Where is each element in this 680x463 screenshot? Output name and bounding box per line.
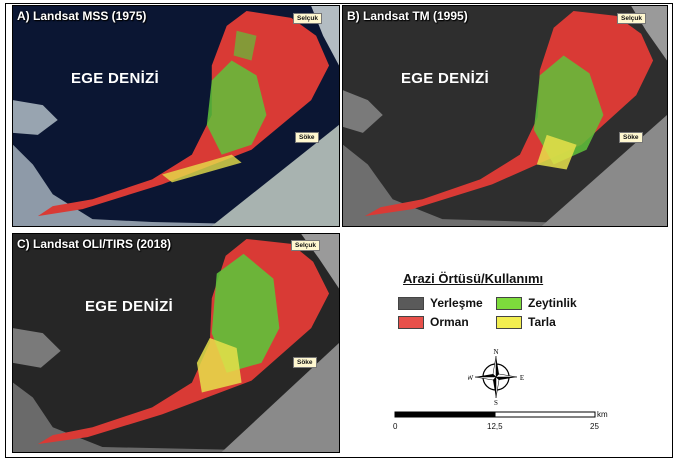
scale-unit: km — [597, 410, 608, 419]
legend-label-tarla: Tarla — [528, 315, 556, 329]
town-label-soke-b: Söke — [619, 132, 643, 143]
town-label-soke-a: Söke — [295, 132, 319, 143]
town-label-selcuk-a: Selçuk — [293, 13, 322, 24]
legend-item-yerlesme: Yerleşme — [398, 296, 483, 310]
town-label-selcuk-c: Selçuk — [291, 240, 320, 251]
compass-rose-icon: N S W E — [467, 348, 524, 407]
scale-tick-12-5: 12,5 — [487, 422, 503, 431]
sea-label-c: EGE DENİZİ — [85, 298, 174, 315]
delta-olive-a — [206, 60, 267, 155]
legend-swatch-tarla — [496, 315, 522, 329]
east-label: E — [520, 374, 524, 382]
panel-a-title: A) Landsat MSS (1975) — [17, 9, 147, 23]
legend-item-orman: Orman — [398, 315, 469, 329]
delta-forest-a — [37, 10, 330, 217]
legend-item-tarla: Tarla — [496, 315, 556, 329]
map-panel-a: A) Landsat MSS (1975) EGE DENİZİ Selçuk … — [12, 5, 340, 227]
town-label-selcuk-b: Selçuk — [617, 13, 646, 24]
sea-label-a: EGE DENİZİ — [71, 70, 160, 87]
delta-olive-c — [211, 253, 280, 373]
town-label-soke-c: Söke — [293, 357, 317, 368]
legend-label-zeytinlik: Zeytinlik — [528, 296, 577, 310]
legend-label-orman: Orman — [430, 315, 469, 329]
north-label: N — [493, 348, 498, 356]
sea-label-b: EGE DENİZİ — [401, 70, 490, 87]
legend-swatch-yerlesme — [398, 296, 424, 310]
legend-title: Arazi Örtüsü/Kullanımı — [403, 271, 544, 286]
legend-item-zeytinlik: Zeytinlik — [496, 296, 577, 310]
map-b-image — [343, 6, 667, 226]
map-panel-b: B) Landsat TM (1995) EGE DENİZİ Selçuk S… — [342, 5, 668, 227]
legend-swatch-zeytinlik — [496, 296, 522, 310]
panel-c-title: C) Landsat OLI/TIRS (2018) — [17, 237, 172, 251]
scale-tick-25: 25 — [590, 422, 599, 431]
scale-bar: 0 12,5 25 km — [392, 410, 612, 440]
delta-forest-b — [364, 10, 654, 217]
scale-bar-graphic — [394, 411, 596, 418]
legend-label-yerlesme: Yerleşme — [430, 296, 483, 310]
west-label: W — [468, 374, 474, 382]
legend-swatch-orman — [398, 315, 424, 329]
north-arrow: N S W E — [467, 346, 524, 407]
map-c-image — [13, 234, 339, 452]
panel-b-title: B) Landsat TM (1995) — [347, 9, 468, 23]
scale-tick-0: 0 — [393, 422, 398, 431]
south-label: S — [494, 399, 498, 406]
map-a-image — [13, 6, 339, 226]
map-panel-c: C) Landsat OLI/TIRS (2018) EGE DENİZİ Se… — [12, 233, 340, 453]
